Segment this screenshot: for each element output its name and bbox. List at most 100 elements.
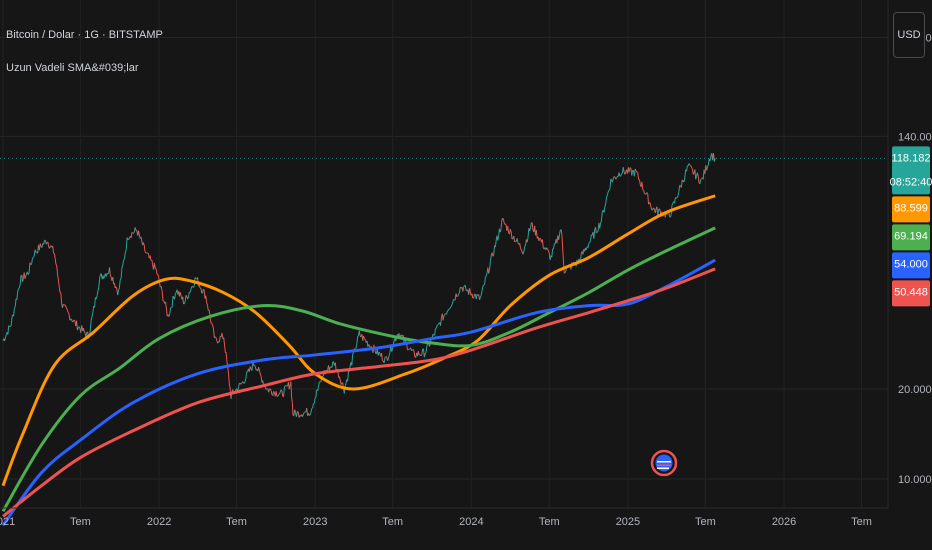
price-segment xyxy=(520,248,522,251)
price-segment xyxy=(356,336,359,345)
price-segment xyxy=(364,338,366,340)
price-segment xyxy=(301,414,304,417)
price-segment xyxy=(539,237,542,240)
price-segment xyxy=(561,235,564,249)
price-segment xyxy=(484,277,486,286)
price-segment xyxy=(76,320,78,331)
price-segment xyxy=(520,250,523,254)
price-segment xyxy=(363,335,365,339)
price-segment xyxy=(155,268,158,275)
price-segment xyxy=(124,249,127,253)
price-segment xyxy=(391,349,393,352)
price-segment xyxy=(489,261,491,270)
price-segment xyxy=(313,398,316,404)
price-segment xyxy=(27,272,30,275)
price-segment xyxy=(689,164,692,167)
price-segment xyxy=(165,308,168,317)
price-segment xyxy=(524,244,527,247)
price-segment xyxy=(103,275,106,279)
price-segment xyxy=(89,320,92,331)
price-segment xyxy=(243,381,246,384)
price-segment xyxy=(317,387,319,391)
price-segment xyxy=(24,275,27,279)
time-tick-label: Tem xyxy=(695,516,716,528)
price-segment xyxy=(499,229,502,233)
price-segment xyxy=(637,172,640,180)
price-segment xyxy=(92,306,95,313)
price-segment xyxy=(675,197,677,199)
price-segment xyxy=(484,275,487,278)
price-segment xyxy=(513,235,516,242)
time-axis[interactable]: 2021 Tem 2022 Tem 2023 Tem 2024 Tem 2025 Tem 2026 T… xyxy=(0,516,872,528)
price-segment xyxy=(609,178,612,189)
price-segment xyxy=(600,220,602,224)
price-segment xyxy=(432,333,435,336)
price-segment xyxy=(449,306,452,309)
price-segment xyxy=(187,296,189,300)
price-segment xyxy=(170,306,172,309)
price-segment xyxy=(629,167,632,169)
price-segment xyxy=(658,208,661,212)
last-value-labels: 118.182 08:52:40 88.599 69.194 54.000 50.448 xyxy=(890,146,932,307)
price-segment xyxy=(302,412,305,415)
price-segment xyxy=(435,325,438,329)
last-price-label: 118.182 xyxy=(892,152,931,164)
price-segment xyxy=(270,390,273,395)
price-segment xyxy=(53,253,56,259)
price-segment xyxy=(657,210,660,215)
sma-value-label-4: 50.448 xyxy=(894,286,928,298)
price-segment xyxy=(66,307,68,311)
price-segment xyxy=(494,240,497,248)
price-segment xyxy=(677,191,680,196)
price-segment xyxy=(334,362,337,371)
price-segment xyxy=(194,277,197,279)
price-segment xyxy=(595,227,597,234)
price-segment xyxy=(608,188,611,191)
price-segment xyxy=(206,301,208,306)
flag-icon[interactable] xyxy=(650,449,678,477)
price-segment xyxy=(200,287,203,293)
time-tick-label: Tem xyxy=(70,516,91,528)
price-segment xyxy=(174,293,176,300)
price-segment xyxy=(340,382,343,385)
price-segment xyxy=(91,312,94,317)
price-segment xyxy=(681,179,684,182)
price-segment xyxy=(355,344,358,349)
price-segment xyxy=(294,409,297,413)
price-segment xyxy=(297,411,300,418)
price-segment xyxy=(587,243,590,248)
price-segment xyxy=(317,381,320,388)
price-segment xyxy=(66,310,69,313)
price-segment xyxy=(22,277,24,282)
price-segment xyxy=(82,327,85,332)
price-segment xyxy=(52,245,55,254)
price-segment xyxy=(125,237,128,251)
price-segment xyxy=(56,265,59,275)
price-segment xyxy=(690,165,693,168)
time-tick-label: Tem xyxy=(851,516,872,528)
price-segment xyxy=(588,242,590,244)
price-segment xyxy=(240,383,243,385)
price-segment xyxy=(123,252,126,259)
price-segment xyxy=(184,295,187,302)
price-segment xyxy=(440,317,442,326)
price-segment xyxy=(288,385,291,390)
price-segment xyxy=(458,287,461,294)
sma-line-4 xyxy=(2,267,716,518)
price-segment xyxy=(593,229,596,239)
price-segment xyxy=(215,337,218,341)
price-segment xyxy=(99,274,101,278)
price-segment xyxy=(185,294,188,297)
price-segment xyxy=(223,337,226,345)
price-segment xyxy=(699,179,702,185)
price-segment xyxy=(485,273,488,277)
price-segment xyxy=(519,243,522,249)
price-segment xyxy=(160,286,163,292)
price-segment xyxy=(73,319,76,322)
price-segment xyxy=(47,241,50,247)
currency-button[interactable]: USD xyxy=(893,12,925,58)
price-segment xyxy=(201,289,204,294)
indicator-name[interactable]: Uzun Vadeli SMA&#039;lar xyxy=(6,62,139,74)
price-segment xyxy=(179,292,182,297)
